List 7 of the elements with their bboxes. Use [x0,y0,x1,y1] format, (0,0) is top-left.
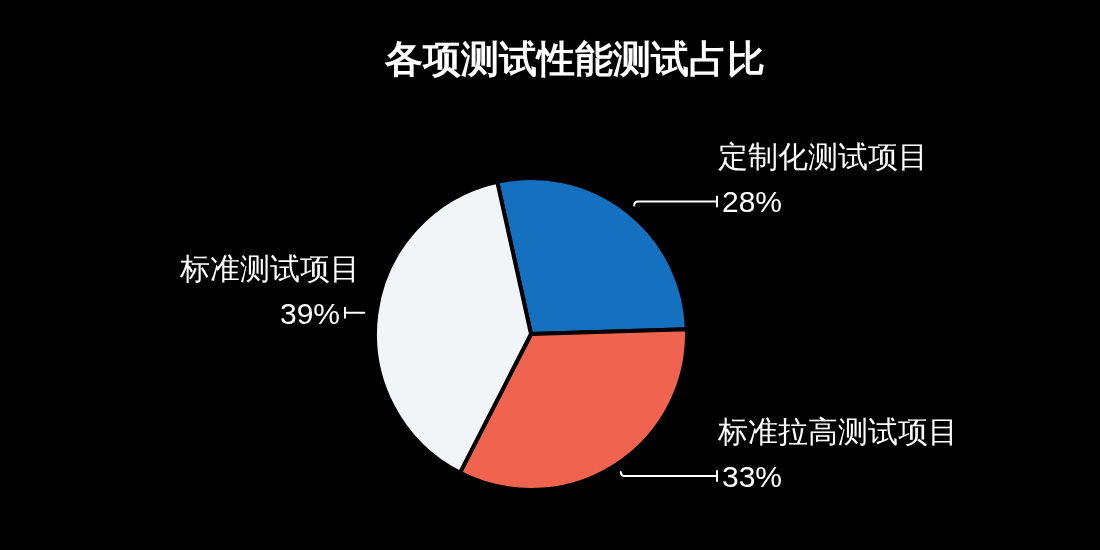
data-label: 33% [722,460,783,493]
slice-label: 标准测试项目 [179,251,360,285]
slice-label: 定制化测试项目 [718,140,928,174]
data-label: 28% [722,185,783,219]
title: 各项测试性能测试占比 [385,38,765,80]
slice-label: 标准拉高测试项目 [717,415,958,448]
data-label: 39% [279,296,340,330]
